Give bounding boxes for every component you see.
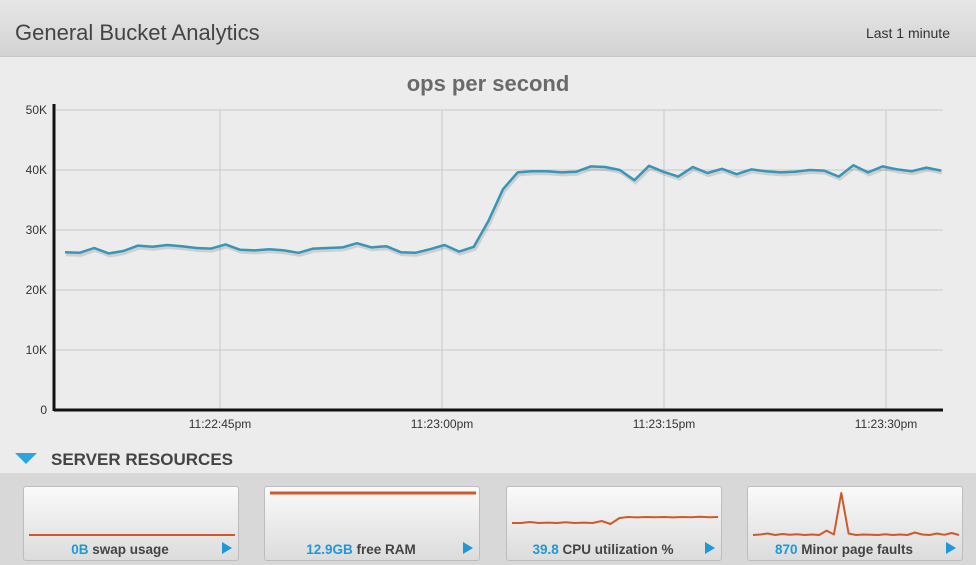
- x-tick-label: 11:22:45pm: [189, 417, 252, 431]
- card-label: free RAM: [356, 542, 416, 557]
- card-label: swap usage: [92, 542, 169, 557]
- swap-usage-card[interactable]: 0B swap usage: [23, 486, 239, 561]
- section-label: SERVER RESOURCES: [51, 450, 234, 469]
- card-value: 0B: [71, 542, 89, 557]
- card-value: 12.9GB: [306, 542, 353, 557]
- x-tick-label: 11:23:30pm: [855, 417, 918, 431]
- server-resources-header[interactable]: SERVER RESOURCES: [0, 444, 976, 474]
- play-arrow-icon[interactable]: [463, 542, 473, 554]
- minor-page-faults-sparkline: [752, 492, 960, 536]
- card-label: CPU utilization %: [562, 542, 674, 557]
- play-arrow-icon[interactable]: [705, 542, 715, 554]
- chart-title: ops per second: [406, 71, 570, 96]
- sparkline-path: [752, 492, 960, 536]
- card-caption: 0B swap usage: [24, 542, 216, 557]
- play-arrow-icon[interactable]: [222, 542, 232, 554]
- series-line: [64, 163, 942, 255]
- y-tick-label: 40K: [26, 163, 47, 177]
- x-tick-label: 11:23:00pm: [411, 417, 474, 431]
- card-caption: 870 Minor page faults: [748, 542, 940, 557]
- card-caption: 39.8 CPU utilization %: [507, 542, 699, 557]
- y-tick-label: 50K: [26, 103, 47, 117]
- page-title: General Bucket Analytics: [15, 20, 260, 45]
- y-tick-label: 10K: [26, 343, 47, 357]
- sparkline-path: [512, 515, 719, 525]
- card-value: 39.8: [532, 542, 559, 557]
- card-value: 870: [774, 542, 798, 557]
- cpu-utilization-sparkline: [512, 515, 719, 525]
- free-ram-sparkline: [270, 491, 476, 495]
- y-tick-label: 20K: [26, 283, 47, 297]
- header: General Bucket Analytics Last 1 minute: [0, 0, 976, 57]
- y-tick-label: 0: [40, 403, 47, 417]
- free-ram-card[interactable]: 12.9GB free RAM: [264, 486, 480, 561]
- minor-page-faults-card[interactable]: 870 Minor page faults: [747, 486, 963, 561]
- time-range-selector[interactable]: Last 1 minute: [865, 25, 950, 41]
- collapse-triangle-icon[interactable]: [15, 453, 37, 464]
- y-tick-label: 30K: [26, 223, 47, 237]
- series-line-shadow: [65, 164, 943, 258]
- play-arrow-icon[interactable]: [946, 542, 956, 554]
- ops-per-second-chart: 0 10K 20K 30K 40K 50K 11:22:45pm 11:23:00pm 11:2…: [26, 103, 943, 431]
- server-resources-panel: 0B swap usage 12.9GB free RAM 39.8 CPU u…: [0, 473, 976, 565]
- card-label: Minor page faults: [801, 542, 914, 557]
- cpu-utilization-card[interactable]: 39.8 CPU utilization %: [506, 486, 722, 561]
- swap-usage-sparkline: [29, 534, 235, 536]
- x-tick-label: 11:23:15pm: [633, 417, 696, 431]
- card-caption: 12.9GB free RAM: [265, 542, 457, 557]
